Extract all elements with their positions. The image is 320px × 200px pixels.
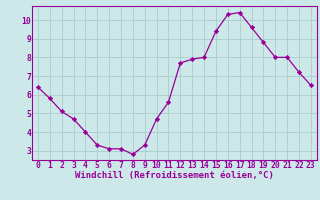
- X-axis label: Windchill (Refroidissement éolien,°C): Windchill (Refroidissement éolien,°C): [75, 171, 274, 180]
